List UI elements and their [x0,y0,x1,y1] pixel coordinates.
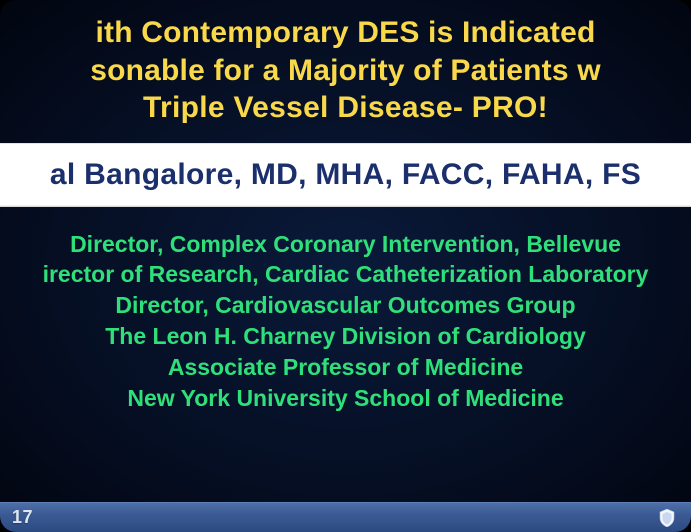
affiliation-line: The Leon H. Charney Division of Cardiolo… [8,322,683,352]
speaker-name: al Bangalore, MD, MHA, FACC, FAHA, FS [8,158,683,192]
footer-year: 17 [12,507,33,528]
affiliations-block: Director, Complex Coronary Intervention,… [0,207,691,415]
footer-bar: 17 [0,502,691,532]
affiliation-line: Director, Complex Coronary Intervention,… [8,230,683,260]
affiliation-line: irector of Research, Cardiac Catheteriza… [8,260,683,290]
slide-container: ith Contemporary DES is Indicated sonabl… [0,0,691,532]
footer-logo [659,509,679,527]
shield-icon [659,509,675,527]
affiliation-line: New York University School of Medicine [8,384,683,414]
title-line-1: ith Contemporary DES is Indicated [8,14,683,52]
title-line-2: sonable for a Majority of Patients w [8,52,683,90]
slide-title: ith Contemporary DES is Indicated sonabl… [0,0,691,137]
slide: ith Contemporary DES is Indicated sonabl… [0,0,691,532]
affiliation-line: Director, Cardiovascular Outcomes Group [8,291,683,321]
speaker-bar: al Bangalore, MD, MHA, FACC, FAHA, FS [0,143,691,207]
affiliation-line: Associate Professor of Medicine [8,353,683,383]
title-line-3: Triple Vessel Disease- PRO! [8,89,683,127]
